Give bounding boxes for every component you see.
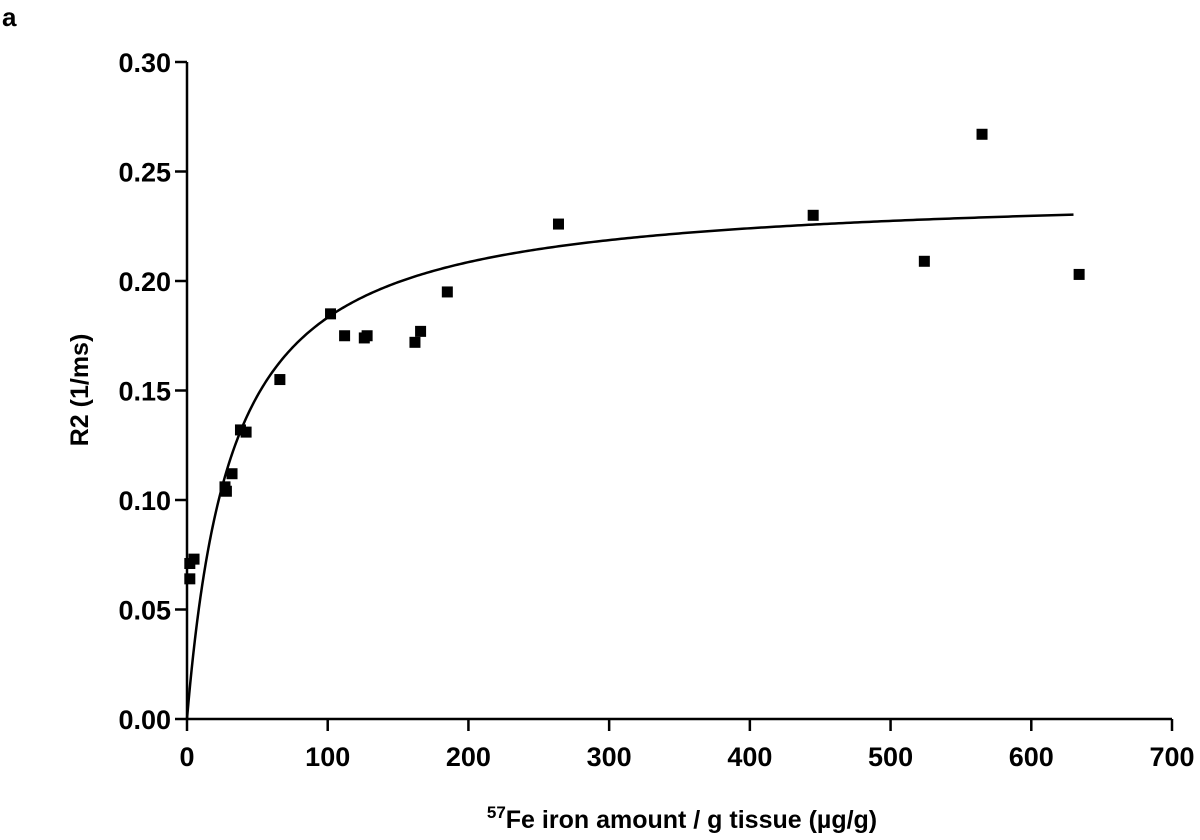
x-tick-label: 500 <box>868 742 913 772</box>
data-point <box>441 286 453 298</box>
data-point <box>918 255 930 267</box>
x-tick-label: 700 <box>1149 742 1194 772</box>
data-point <box>274 374 286 386</box>
data-point <box>220 485 232 497</box>
y-tick-label: 0.00 <box>118 705 171 735</box>
axes: 0.00 0.05 0.10 0.15 0.20 0.25 0.30 0 100 200 300 40… <box>118 48 1194 772</box>
data-point <box>240 426 252 438</box>
data-point <box>415 325 427 337</box>
y-tick-label: 0.10 <box>118 486 171 516</box>
y-axis-label: R2 (1/ms) <box>66 334 94 447</box>
y-tick-label: 0.25 <box>118 158 171 188</box>
x-tick-label: 400 <box>727 742 772 772</box>
fit-curve <box>185 213 1074 720</box>
data-point <box>184 573 196 585</box>
data-point <box>1073 268 1085 280</box>
x-tick-label: 100 <box>305 742 350 772</box>
x-tick-label: 300 <box>587 742 632 772</box>
y-tick-label: 0.30 <box>118 48 171 78</box>
data-point <box>807 209 819 221</box>
data-point <box>409 336 421 348</box>
x-axis-label-text: Fe iron amount / g tissue (µg/g) <box>506 806 877 834</box>
data-point <box>552 218 564 230</box>
x-axis-label: 57Fe iron amount / g tissue (µg/g) <box>487 803 877 834</box>
data-points <box>184 128 1085 585</box>
data-point <box>976 128 988 140</box>
data-point <box>325 308 337 320</box>
y-tick-label: 0.15 <box>118 377 171 407</box>
y-tick-label: 0.05 <box>118 596 171 626</box>
x-tick-label: 0 <box>179 742 194 772</box>
x-tick-label: 600 <box>1009 742 1054 772</box>
data-point <box>188 553 200 565</box>
data-point <box>234 424 246 436</box>
data-point <box>226 468 238 480</box>
x-axis-label-superscript: 57 <box>487 803 506 822</box>
y-tick-label: 0.20 <box>118 267 171 297</box>
data-point <box>339 330 351 342</box>
data-point <box>361 330 373 342</box>
panel-label: a <box>2 2 17 32</box>
x-tick-label: 200 <box>446 742 491 772</box>
